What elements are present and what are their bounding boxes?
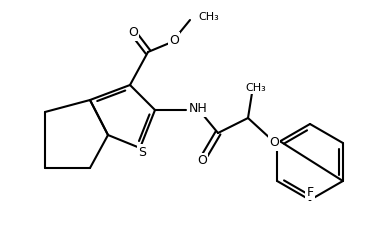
Text: CH₃: CH₃ — [198, 12, 219, 22]
Text: NH: NH — [189, 103, 208, 115]
Text: S: S — [138, 145, 146, 158]
Text: O: O — [169, 33, 179, 46]
Text: O: O — [128, 27, 138, 39]
Text: O: O — [269, 136, 279, 150]
Text: F: F — [307, 185, 314, 199]
Text: O: O — [197, 155, 207, 167]
Text: CH₃: CH₃ — [246, 83, 266, 93]
